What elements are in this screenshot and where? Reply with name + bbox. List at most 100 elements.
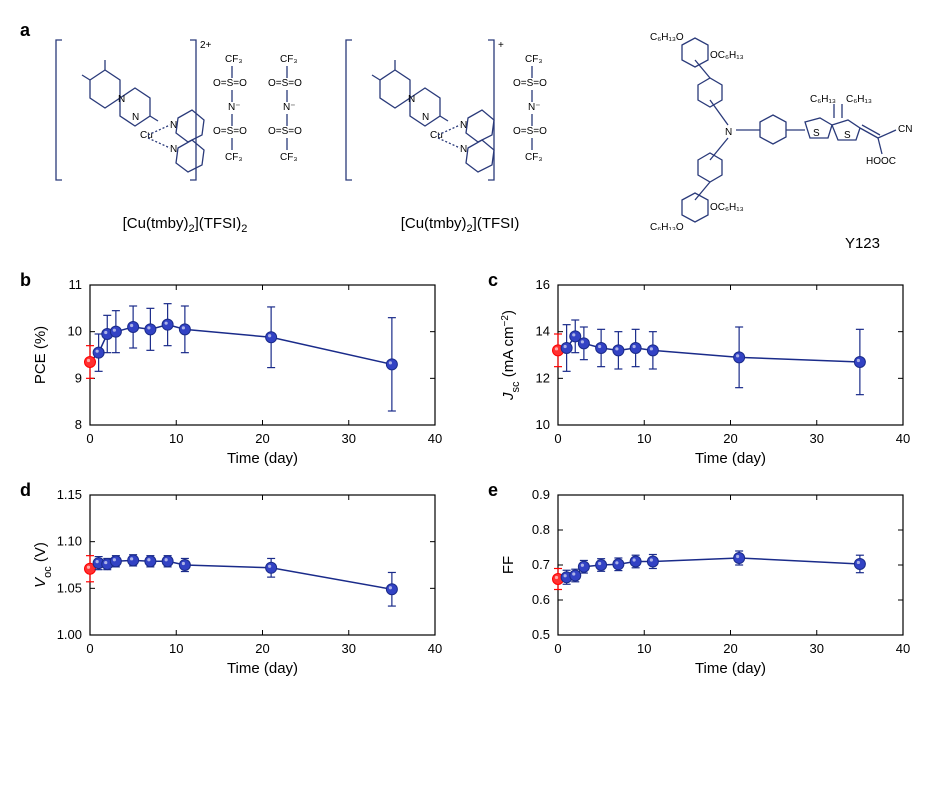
svg-text:20: 20 [723,641,737,656]
caption-right: Y123 [600,235,880,252]
svg-text:C₆H₁₃O: C₆H₁₃O [650,32,684,43]
structure-left-svg: 2+ N N Cu N [50,30,320,210]
svg-text:0.6: 0.6 [532,592,550,607]
svg-text:16: 16 [536,277,550,292]
svg-text:FF: FF [500,556,517,574]
svg-text:N: N [422,112,429,123]
svg-text:0.7: 0.7 [532,557,550,572]
svg-text:S: S [844,130,851,141]
svg-text:1.05: 1.05 [57,580,82,595]
chart-d-cell: d 0102030401.001.051.101.15Time (day)Voc… [20,480,458,680]
svg-text:1.00: 1.00 [57,627,82,642]
svg-text:40: 40 [428,641,442,656]
svg-text:1.10: 1.10 [57,534,82,549]
panel-a-label: a [20,20,30,41]
svg-text:Time (day): Time (day) [227,450,298,467]
svg-text:CF₃: CF₃ [525,152,542,163]
chart-b: 010203040891011Time (day)PCE (%) [20,270,458,470]
svg-text:10: 10 [536,417,550,432]
svg-text:0.5: 0.5 [532,627,550,642]
svg-text:Time (day): Time (day) [695,450,766,467]
svg-text:O=S=O: O=S=O [213,126,247,137]
svg-text:O=S=O: O=S=O [513,126,547,137]
svg-text:9: 9 [75,370,82,385]
svg-text:CF₃: CF₃ [225,54,242,65]
panel-b-label: b [20,270,31,291]
chart-e-cell: e 0102030400.50.60.70.80.9Time (day)FF [488,480,926,680]
chart-e: 0102030400.50.60.70.80.9Time (day)FF [488,480,926,680]
structure-right-svg: N C₆H₁₃O OC₆H₁₃ C₆H₁₃O OC₆H₁₃ [600,20,920,230]
svg-text:11: 11 [69,277,83,292]
svg-text:14: 14 [536,324,550,339]
svg-text:10: 10 [637,431,651,446]
structure-mid: + N N Cu N N C [340,30,580,235]
svg-text:20: 20 [255,641,269,656]
structure-left: 2+ N N Cu N [50,30,320,235]
panel-a: a 2+ N N Cu [20,20,926,260]
svg-text:N: N [170,144,177,155]
svg-text:Cu: Cu [140,130,153,141]
svg-text:0.9: 0.9 [532,487,550,502]
svg-text:HOOC: HOOC [866,156,896,167]
svg-text:CN: CN [898,124,912,135]
svg-text:40: 40 [896,431,910,446]
svg-text:40: 40 [428,431,442,446]
figure: a 2+ N N Cu [20,20,926,680]
svg-text:C₆H₁₃: C₆H₁₃ [810,94,836,105]
svg-text:40: 40 [896,641,910,656]
svg-text:Time (day): Time (day) [227,660,298,677]
svg-text:0.8: 0.8 [532,522,550,537]
panel-e-label: e [488,480,498,501]
svg-text:C₆H₁₃O: C₆H₁₃O [650,222,684,230]
svg-text:CF₃: CF₃ [280,152,297,163]
svg-text:30: 30 [810,641,824,656]
svg-text:CF₃: CF₃ [525,54,542,65]
svg-text:0: 0 [86,431,93,446]
svg-text:C₆H₁₃: C₆H₁₃ [846,94,872,105]
svg-text:N: N [460,144,467,155]
svg-text:S: S [813,128,820,139]
svg-text:N⁻: N⁻ [228,102,241,113]
svg-text:10: 10 [169,431,183,446]
svg-text:Jsc (mA cm−2): Jsc (mA cm−2) [500,310,523,401]
svg-text:12: 12 [536,370,550,385]
structure-right: N C₆H₁₃O OC₆H₁₃ C₆H₁₃O OC₆H₁₃ [600,20,920,252]
svg-text:Time (day): Time (day) [695,660,766,677]
svg-text:O=S=O: O=S=O [268,126,302,137]
svg-text:20: 20 [723,431,737,446]
svg-text:10: 10 [169,641,183,656]
svg-text:CF₃: CF₃ [280,54,297,65]
svg-text:10: 10 [637,641,651,656]
svg-text:Voc (V): Voc (V) [32,542,54,588]
structure-mid-svg: + N N Cu N N C [340,30,580,210]
panel-c-label: c [488,270,498,291]
svg-text:O=S=O: O=S=O [213,78,247,89]
svg-text:N⁻: N⁻ [283,102,296,113]
chart-c-cell: c 01020304010121416Time (day)Jsc (mA cm−… [488,270,926,470]
svg-text:30: 30 [342,431,356,446]
charts-row-1: b 010203040891011Time (day)PCE (%) c 010… [20,270,926,470]
svg-text:N⁻: N⁻ [528,102,541,113]
chart-b-cell: b 010203040891011Time (day)PCE (%) [20,270,458,470]
caption-mid: [Cu(tmby)2](TFSI) [340,215,580,235]
svg-text:N: N [118,94,125,105]
svg-text:CF₃: CF₃ [225,152,242,163]
svg-text:OC₆H₁₃: OC₆H₁₃ [710,50,744,61]
charge-left: 2+ [200,40,212,51]
svg-text:N: N [132,112,139,123]
svg-text:30: 30 [342,641,356,656]
svg-text:O=S=O: O=S=O [268,78,302,89]
charts-row-2: d 0102030401.001.051.101.15Time (day)Voc… [20,480,926,680]
svg-text:1.15: 1.15 [57,487,82,502]
svg-text:8: 8 [75,417,82,432]
svg-text:0: 0 [554,431,561,446]
caption-left: [Cu(tmby)2](TFSI)2 [50,215,320,235]
charge-mid: + [498,40,504,51]
svg-text:N: N [725,127,732,138]
panel-d-label: d [20,480,31,501]
svg-text:Cu: Cu [430,130,443,141]
chart-c: 01020304010121416Time (day)Jsc (mA cm−2) [488,270,926,470]
svg-text:10: 10 [68,324,82,339]
svg-text:O=S=O: O=S=O [513,78,547,89]
svg-text:N: N [408,94,415,105]
